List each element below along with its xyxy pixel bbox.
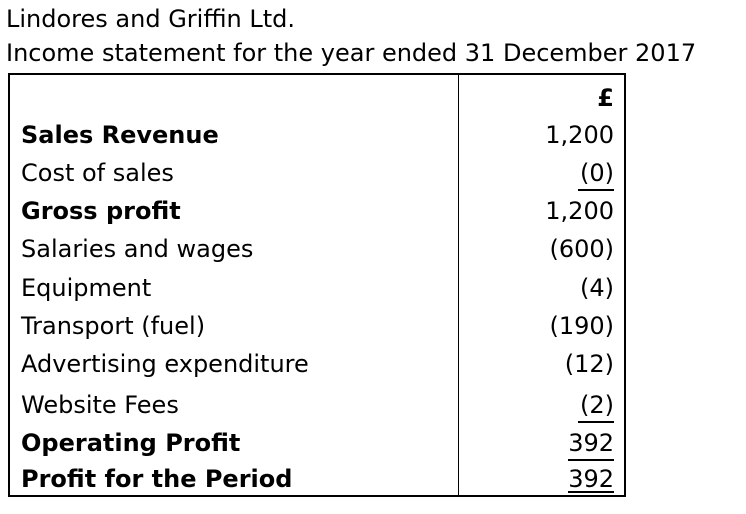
row-amount: (600)	[549, 235, 614, 263]
row-amount: 1,200	[545, 121, 614, 149]
statement-row-profit-for-the-period: Profit for the Period 392	[10, 462, 624, 497]
statement-title: Income statement for the year ended 31 D…	[6, 39, 697, 67]
statement-row-sales-revenue: Sales Revenue 1,200	[10, 118, 624, 152]
statement-row-advertising-expenditure: Advertising expenditure (12)	[10, 347, 624, 381]
subtotal-underline	[568, 459, 614, 461]
row-label: Transport (fuel)	[21, 312, 206, 340]
row-label: Profit for the Period	[21, 465, 293, 493]
row-amount: 392	[568, 429, 614, 457]
statement-row-equipment: Equipment (4)	[10, 271, 624, 305]
statement-row-gross-profit: Gross profit 1,200	[10, 194, 624, 228]
row-label: Cost of sales	[21, 159, 174, 187]
subtotal-underline	[578, 189, 614, 191]
statement-row-transport-fuel: Transport (fuel) (190)	[10, 309, 624, 343]
row-amount: (2)	[580, 391, 614, 419]
row-label: Advertising expenditure	[21, 350, 309, 378]
currency-header: £	[597, 84, 614, 112]
row-amount: (190)	[549, 312, 614, 340]
row-label: Equipment	[21, 274, 152, 302]
row-amount: (12)	[564, 350, 614, 378]
statement-row-cost-of-sales: Cost of sales (0)	[10, 156, 624, 191]
currency-header-row: £	[10, 81, 624, 115]
statement-row-website-fees: Website Fees (2)	[10, 388, 624, 423]
column-divider	[458, 75, 459, 495]
statement-row-salaries-and-wages: Salaries and wages (600)	[10, 232, 624, 266]
company-name: Lindores and Griffin Ltd.	[6, 5, 296, 33]
statement-row-operating-profit: Operating Profit 392	[10, 426, 624, 461]
row-amount: (4)	[580, 274, 614, 302]
income-statement-table: £ Sales Revenue 1,200 Cost of sales (0) …	[8, 73, 626, 497]
row-label: Sales Revenue	[21, 121, 219, 149]
row-amount: 392	[568, 465, 614, 493]
row-label: Gross profit	[21, 197, 181, 225]
row-amount: 1,200	[545, 197, 614, 225]
row-label: Salaries and wages	[21, 235, 254, 263]
double-underline-top	[568, 491, 614, 493]
row-amount: (0)	[580, 159, 614, 187]
row-label: Website Fees	[21, 391, 179, 419]
row-label: Operating Profit	[21, 429, 241, 457]
double-underline-bottom	[568, 495, 614, 497]
subtotal-underline	[578, 421, 614, 423]
